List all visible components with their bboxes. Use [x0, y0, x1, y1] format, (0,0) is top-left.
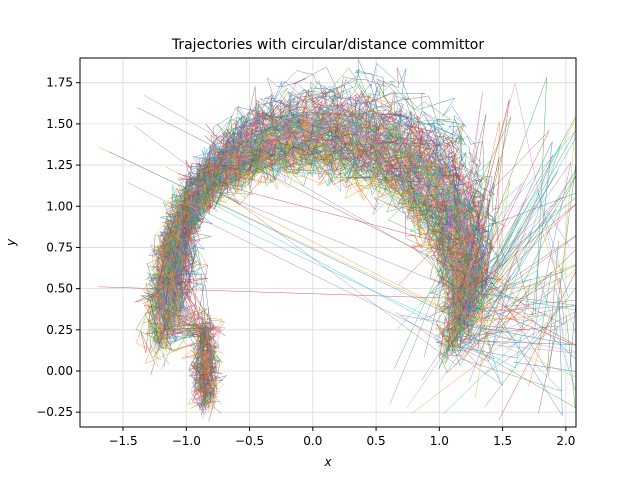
x-axis: −1.5 −1.0 −0.5 0.0 0.5 1.0 1.5 2.0: [108, 427, 575, 448]
x-tick-label: 0.0: [303, 434, 322, 448]
y-tick-label: 1.25: [46, 158, 73, 172]
trajectory-lines: [98, 59, 576, 422]
y-tick-label: 0.25: [46, 323, 73, 337]
trajectory-line: [161, 135, 572, 398]
x-tick-label: −1.5: [108, 434, 137, 448]
x-tick-label: 1.5: [493, 434, 512, 448]
trajectory-line: [153, 128, 487, 352]
x-axis-label: x: [323, 455, 332, 469]
trajectory-line: [160, 119, 554, 382]
trajectory-line: [142, 153, 549, 346]
y-axis-label: y: [4, 238, 18, 247]
x-tick-label: 1.0: [430, 434, 449, 448]
plot-frame: [79, 57, 577, 428]
trajectory-line: [163, 79, 489, 294]
trajectory-line: [151, 146, 576, 408]
y-tick-label: −0.25: [36, 405, 73, 419]
trajectory-line: [182, 66, 559, 407]
trajectory-line: [147, 120, 569, 326]
trajectory-line: [151, 140, 469, 352]
trajectory-line: [137, 107, 565, 345]
y-tick-label: 1.00: [46, 199, 73, 213]
trajectory-line: [144, 142, 469, 408]
trajectory-line: [177, 83, 576, 372]
y-tick-label: 1.75: [46, 76, 73, 90]
trajectory-line: [168, 90, 484, 308]
trajectory-line: [153, 132, 480, 341]
trajectory-line: [184, 68, 563, 417]
trajectory-line: [176, 90, 576, 403]
trajectory-line: [144, 84, 490, 405]
x-tick-label: 2.0: [556, 434, 575, 448]
trajectory-line: [153, 132, 518, 412]
chart-title: Trajectories with circular/distance comm…: [171, 37, 485, 53]
x-tick-label: 0.5: [367, 434, 386, 448]
trajectory-line: [144, 145, 457, 355]
y-tick-label: 0.50: [46, 282, 73, 296]
y-tick-label: 0.75: [46, 240, 73, 254]
y-tick-label: 0.00: [46, 364, 73, 378]
trajectory-line: [173, 116, 572, 410]
trajectory-line: [147, 149, 468, 357]
trajectory-line: [145, 148, 532, 405]
y-tick-label: 1.50: [46, 117, 73, 131]
trajectory-line: [156, 127, 476, 393]
trajectory-line: [171, 101, 575, 316]
x-tick-label: −0.5: [235, 434, 264, 448]
trajectory-line: [164, 91, 483, 332]
trajectory-line: [165, 112, 473, 317]
trajectory-line: [143, 130, 550, 350]
y-axis: −0.25 0.00 0.25 0.50 0.75 1.00 1.25 1.50 1.75: [36, 76, 80, 419]
x-tick-label: −1.0: [172, 434, 201, 448]
trajectory-line: [155, 139, 470, 419]
